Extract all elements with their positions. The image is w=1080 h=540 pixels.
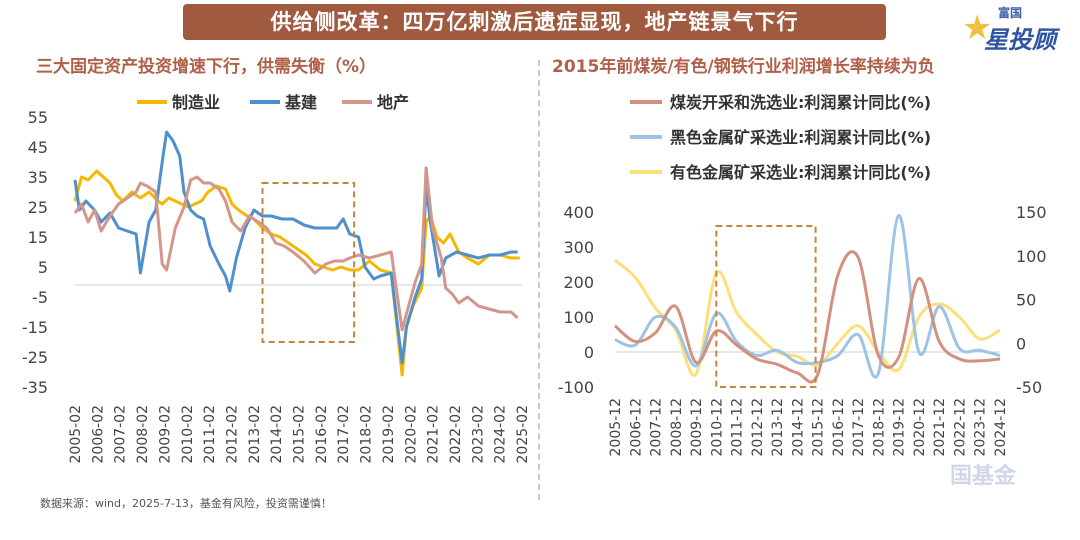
legend-label-1: 黑色金属矿采选业:利润累计同比(%) — [670, 128, 931, 147]
x-tick-label: 2013-02 — [247, 405, 263, 464]
y-tick-label: 45 — [28, 138, 48, 157]
x-tick-label: 2012-12 — [750, 398, 766, 457]
x-tick-label: 2007-02 — [113, 405, 129, 464]
x-tick-label: 2023-02 — [470, 405, 486, 464]
x-tick-label: 2017-12 — [851, 398, 867, 457]
x-tick-label: 2024-12 — [993, 398, 1009, 457]
x-tick-label: 2005-12 — [608, 398, 624, 457]
series-line-2 — [73, 166, 519, 332]
legend-label-1: 基建 — [284, 93, 317, 112]
left-chart-title: 三大固定资产投资增速下行，供需失衡（%） — [36, 57, 377, 77]
left-chart: 制造业 基建 地产 55 45 35 25 15 5 -5 -15 -25 -35 2005-02 2006… — [22, 93, 531, 464]
y-tick-label: 25 — [28, 198, 48, 217]
legend-label-0: 制造业 — [172, 93, 220, 112]
y-tick-label: 55 — [28, 108, 48, 127]
x-tick-label: 2006-02 — [90, 405, 106, 464]
x-tick-label: 2014-12 — [790, 398, 806, 457]
series-line-0 — [614, 250, 1001, 384]
x-tick-label: 2010-02 — [180, 405, 196, 464]
banner-title: 供给侧改革：四万亿刺激后遗症显现，地产链景气下行 — [183, 4, 886, 40]
x-tick-label: 2015-12 — [811, 398, 827, 457]
y-tick-label: -35 — [22, 378, 48, 397]
x-tick-label: 2009-12 — [689, 398, 705, 457]
x-tick-label: 2011-12 — [730, 398, 746, 457]
x-tick-label: 2016-12 — [831, 398, 847, 457]
y-right-tick-label: 50 — [1016, 291, 1036, 310]
x-tick-label: 2020-02 — [403, 405, 419, 464]
right-chart-title: 2015年前煤炭/有色/钢铁行业利润增长率持续为负 — [552, 57, 935, 77]
x-tick-label: 2024-02 — [493, 405, 509, 464]
x-tick-label: 2017-02 — [336, 405, 352, 464]
x-tick-label: 2022-12 — [952, 398, 968, 457]
x-tick-label: 2007-12 — [649, 398, 665, 457]
y-left-tick-label: 300 — [563, 238, 594, 257]
series-line-1 — [614, 213, 1001, 379]
brand-logo: ★ 富国 星投顾 — [962, 4, 1072, 54]
watermark-text: 国基金 — [950, 464, 1017, 489]
x-tick-label: 2023-12 — [973, 398, 989, 457]
y-left-tick-label: 0 — [584, 343, 594, 362]
logo-top-text: 富国 — [998, 6, 1023, 20]
x-tick-label: 2019-02 — [381, 405, 397, 464]
x-tick-label: 2015-02 — [292, 405, 308, 464]
x-tick-label: 2012-02 — [224, 405, 240, 464]
legend-label-2: 有色金属矿采选业:利润累计同比(%) — [670, 163, 931, 182]
x-tick-label: 2013-12 — [770, 398, 786, 457]
y-tick-label: -5 — [32, 288, 48, 307]
y-tick-label: 15 — [28, 228, 48, 247]
x-tick-label: 2009-02 — [157, 405, 173, 464]
chart-divider — [538, 60, 540, 500]
legend-label-0: 煤炭开采和洗选业:利润累计同比(%) — [670, 93, 931, 112]
y-right-tick-label: 100 — [1016, 247, 1047, 266]
y-left-tick-label: 400 — [563, 203, 594, 222]
y-tick-label: 5 — [38, 258, 48, 277]
x-tick-label: 2008-02 — [135, 405, 151, 464]
y-left-tick-label: 100 — [563, 308, 594, 327]
highlight-box — [261, 182, 356, 343]
right-chart: 煤炭开采和洗选业:利润累计同比(%) 黑色金属矿采选业:利润累计同比(%) 有色金属… — [558, 93, 1047, 457]
y-left-tick-label: 200 — [563, 273, 594, 292]
x-tick-label: 2011-02 — [202, 405, 218, 464]
x-tick-label: 2018-12 — [871, 398, 887, 457]
x-tick-label: 2025-02 — [515, 405, 531, 464]
y-right-tick-label: -50 — [1016, 378, 1042, 397]
x-tick-label: 2016-02 — [314, 405, 330, 464]
x-tick-label: 2010-12 — [709, 398, 725, 457]
y-right-tick-label: 0 — [1016, 334, 1026, 353]
y-tick-label: -25 — [22, 348, 48, 367]
x-tick-label: 2018-02 — [359, 405, 375, 464]
y-tick-label: -15 — [22, 318, 48, 337]
y-right-tick-label: 150 — [1016, 203, 1047, 222]
series-line-1 — [73, 130, 518, 365]
footer-source: 数据来源：wind，2025-7-13，基金有风险，投资需谨慎！ — [40, 497, 332, 510]
x-tick-label: 2021-02 — [426, 405, 442, 464]
x-tick-label: 2021-12 — [932, 398, 948, 457]
star-icon: ★ — [962, 8, 993, 48]
x-tick-label: 2020-12 — [912, 398, 928, 457]
x-tick-label: 2022-02 — [448, 405, 464, 464]
series-line-0 — [73, 169, 520, 377]
series-line-2 — [614, 258, 1001, 377]
x-tick-label: 2019-12 — [892, 398, 908, 457]
x-tick-label: 2014-02 — [269, 405, 285, 464]
y-tick-label: 35 — [28, 168, 48, 187]
x-tick-label: 2005-02 — [68, 405, 84, 464]
logo-main-text: 星投顾 — [984, 26, 1056, 54]
highlight-box — [715, 225, 817, 388]
x-tick-label: 2008-12 — [669, 398, 685, 457]
y-left-tick-label: -100 — [558, 378, 594, 397]
x-tick-label: 2006-12 — [628, 398, 644, 457]
legend-label-2: 地产 — [377, 93, 409, 112]
